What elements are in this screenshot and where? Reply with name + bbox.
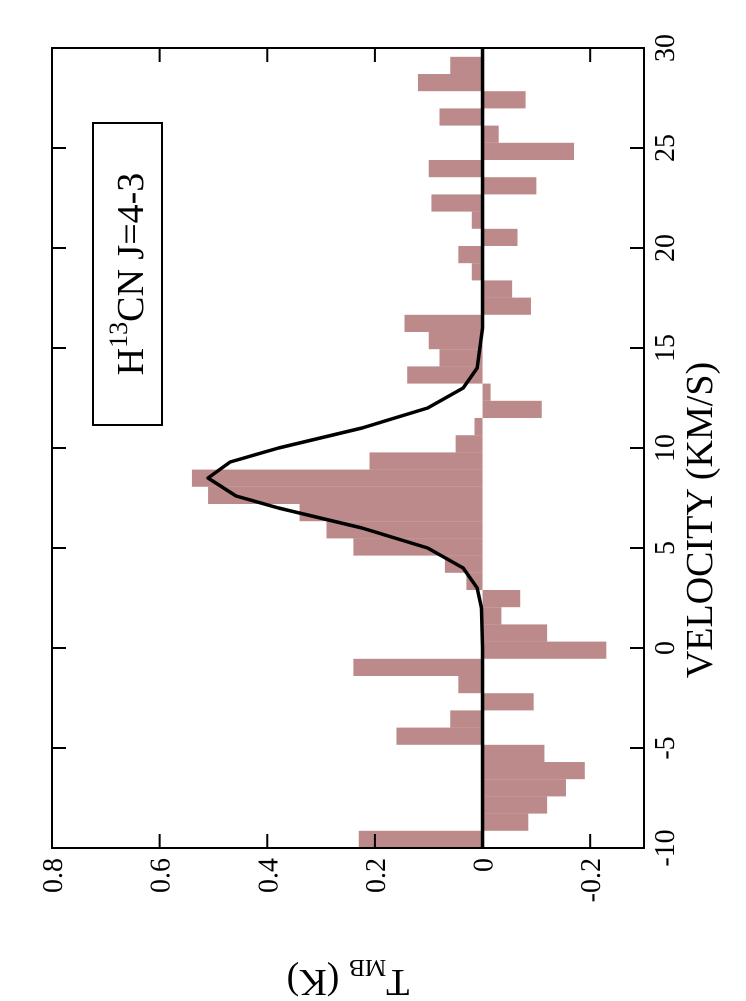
bar: [482, 177, 537, 195]
bar: [482, 280, 513, 298]
bar: [482, 641, 607, 659]
x-tick-label: 10: [650, 434, 681, 462]
bar: [482, 744, 545, 762]
bar: [471, 211, 483, 229]
y-tick-label: 0: [469, 858, 500, 872]
bar: [208, 486, 483, 504]
bar: [482, 125, 499, 143]
bar: [458, 246, 483, 264]
bar: [482, 589, 521, 608]
bar: [396, 727, 483, 745]
bar: [474, 418, 483, 436]
y-label-part: T: [386, 961, 409, 1001]
bar: [482, 813, 529, 831]
bar: [326, 521, 483, 539]
bar: [482, 779, 566, 797]
bar: [407, 366, 483, 384]
x-tick-label: 20: [650, 234, 681, 262]
bar: [482, 796, 548, 814]
bar: [353, 538, 483, 556]
x-tick-label: 25: [650, 134, 681, 162]
y-tick-label: 0.4: [253, 858, 284, 893]
bar: [482, 624, 548, 642]
y-tick-label: 0.2: [361, 858, 392, 893]
bar: [444, 555, 483, 573]
bar: [482, 607, 502, 625]
bar: [358, 830, 483, 848]
bar: [482, 761, 585, 780]
bar: [439, 108, 483, 126]
y-tick-label: -0.2: [576, 858, 607, 902]
x-tick-label: 0: [650, 641, 681, 655]
annotation-part: CN J=4-3: [110, 173, 152, 322]
bar: [482, 693, 534, 711]
y-tick-label: 0.6: [146, 858, 177, 893]
annotation-superscript: 13: [104, 322, 133, 348]
bar: [404, 314, 483, 332]
bar: [431, 194, 483, 212]
bar: [455, 435, 483, 453]
bar: [428, 332, 483, 350]
fit-line: [206, 48, 485, 848]
x-tick-label: -10: [650, 829, 681, 866]
plot-area: H13CN J=4-3 VELOCITY (KM/S) TMB (K) -10 -…: [38, 34, 721, 1001]
y-label-part: (K): [287, 961, 349, 1001]
bar: [428, 160, 483, 178]
bar: [191, 469, 483, 487]
bar: [458, 675, 483, 694]
bar: [353, 658, 483, 676]
x-tick-label: 30: [650, 34, 681, 62]
bar: [417, 74, 483, 92]
bar: [450, 710, 483, 728]
x-tick-label: 5: [650, 541, 681, 555]
bar: [471, 263, 483, 281]
x-tick-label: -5: [650, 736, 681, 759]
bar: [482, 142, 575, 160]
x-tick-label: 15: [650, 334, 681, 362]
y-tick-label: 0.8: [38, 858, 69, 893]
bar: [439, 349, 483, 367]
bar: [369, 452, 483, 470]
annotation: H13CN J=4-3: [104, 173, 152, 376]
bar: [482, 91, 526, 109]
bar: [299, 504, 483, 522]
y-label-subscript: MB: [349, 954, 386, 980]
annotation-part: H: [110, 348, 152, 375]
bar: [482, 383, 491, 401]
bar: [482, 228, 518, 246]
y-axis-label: TMB (K): [287, 954, 410, 1001]
bar: [482, 297, 531, 315]
x-axis-label: VELOCITY (KM/S): [679, 362, 721, 678]
bar: [482, 400, 542, 418]
annotation-box: [92, 122, 163, 426]
bar: [450, 56, 483, 74]
